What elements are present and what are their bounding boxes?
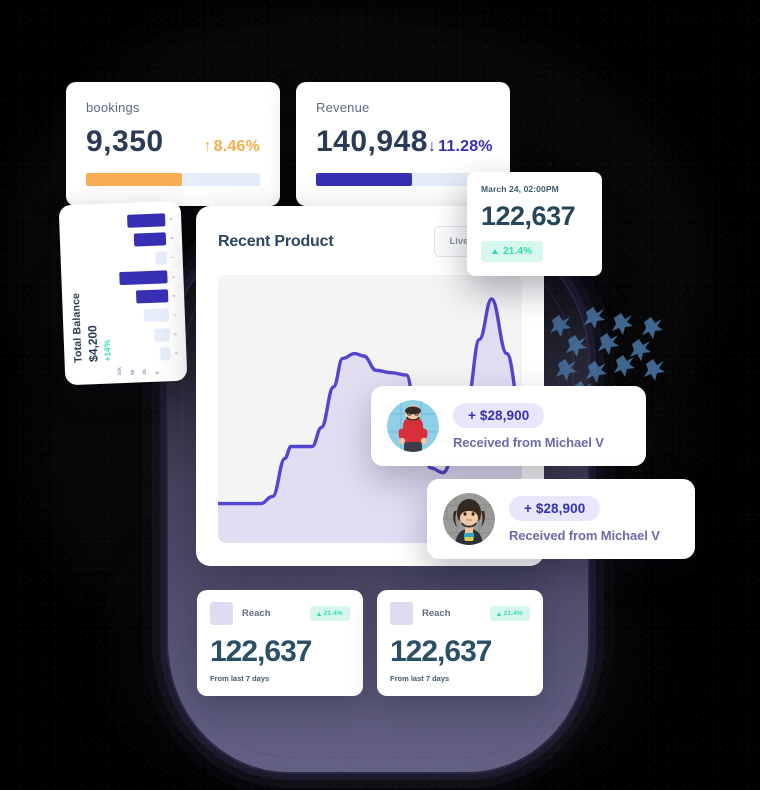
- total-balance-bar-row: c: [115, 308, 177, 323]
- chart-tooltip-card: March 24, 02:00PM 122,637 21.4%: [467, 172, 602, 276]
- arrow-up-icon: ↑: [203, 138, 212, 155]
- total-balance-bar: [135, 289, 169, 304]
- reach-square-icon: [390, 602, 413, 625]
- reach-value: 122,637: [390, 635, 492, 668]
- progress-track-bookings: [86, 173, 260, 186]
- kpi-delta-value-revenue: 11.28%: [438, 138, 493, 155]
- tooltip-badge-value: 21.4%: [503, 246, 533, 257]
- recent-product-title: Recent Product: [218, 232, 334, 250]
- total-balance-bar-row: a: [116, 346, 179, 362]
- kpi-title-bookings: bookings: [86, 100, 140, 115]
- reach-badge-value: 21.4%: [323, 610, 343, 617]
- total-balance-xaxis: 10k 4k 2k 0: [117, 362, 179, 376]
- total-balance-bar: [118, 270, 168, 286]
- reach-badge-value: 21.4%: [503, 610, 523, 617]
- kpi-delta-bookings: ↑ 8.46%: [203, 138, 260, 156]
- kpi-card-bookings[interactable]: bookings 9,350 ↑ 8.46%: [66, 82, 280, 206]
- total-balance-ytick: b: [172, 332, 178, 336]
- triangle-up-icon: [496, 611, 501, 616]
- reach-header: Reach 21.4%: [390, 602, 530, 625]
- reach-subtitle: From last 7 days: [390, 674, 450, 683]
- total-balance-bar: [126, 213, 166, 228]
- kpi-value-revenue: 140,948: [316, 125, 428, 158]
- kpi-title-revenue: Revenue: [316, 100, 370, 115]
- total-balance-legend: Total Balance $4,200 +14%: [67, 214, 113, 377]
- reach-subtitle: From last 7 days: [210, 674, 270, 683]
- total-balance-label: Total Balance: [69, 292, 85, 363]
- total-balance-barchart: h g f e d c b a 10k 4k 2k 0: [107, 211, 179, 375]
- payment-description: Received from Michael V: [509, 527, 660, 543]
- kpi-delta-revenue: ↓ 11.28%: [428, 138, 493, 156]
- payment-description: Received from Michael V: [453, 434, 604, 450]
- avatar: [443, 493, 495, 545]
- avatar: [387, 400, 439, 452]
- progress-fill-bookings: [86, 173, 182, 186]
- total-balance-ytick: g: [168, 237, 174, 240]
- total-balance-ytick: h: [168, 218, 174, 221]
- total-balance-ytick: d: [171, 294, 177, 298]
- kpi-row-bookings: 9,350 ↑ 8.46%: [86, 125, 260, 159]
- reach-label: Reach: [242, 608, 271, 619]
- reach-value: 122,637: [210, 635, 312, 668]
- reach-badge: 21.4%: [489, 606, 530, 621]
- reach-badge: 21.4%: [309, 606, 350, 621]
- reach-header: Reach 21.4%: [210, 602, 350, 625]
- total-balance-bar-row: g: [112, 232, 174, 247]
- total-balance-bars: h g f e d c b a: [111, 211, 179, 364]
- triangle-up-icon: [492, 249, 498, 254]
- total-balance-ytick: f: [169, 257, 175, 259]
- payment-notification-card[interactable]: + $28,900 Received from Michael V: [427, 479, 695, 559]
- payment-body: + $28,900 Received from Michael V: [509, 495, 660, 543]
- total-balance-xtick: 10k: [116, 366, 124, 376]
- progress-fill-revenue: [316, 173, 412, 186]
- total-balance-bar: [133, 232, 167, 247]
- total-balance-bar-row: f: [112, 251, 175, 266]
- total-balance-inner: Total Balance $4,200 +14% h g f e d c b a 10k 4k…: [67, 211, 179, 377]
- reach-metric-card[interactable]: Reach 21.4% 122,637 From last 7 days: [377, 590, 543, 696]
- total-balance-bar-row: h: [111, 213, 173, 228]
- payment-notification-card[interactable]: + $28,900 Received from Michael V: [371, 386, 646, 466]
- kpi-row-revenue: 140,948 ↓ 11.28%: [316, 125, 493, 159]
- triangle-up-icon: [316, 611, 321, 616]
- total-balance-bar: [160, 346, 171, 361]
- arrow-down-icon: ↓: [427, 138, 437, 155]
- total-balance-ytick: a: [173, 351, 179, 355]
- progress-track-revenue: [316, 173, 490, 186]
- reach-label: Reach: [422, 608, 451, 619]
- tooltip-badge: 21.4%: [481, 241, 544, 262]
- payment-body: + $28,900 Received from Michael V: [453, 402, 604, 450]
- payment-amount: + $28,900: [509, 495, 601, 521]
- total-balance-xtick: 4k: [129, 369, 136, 375]
- tooltip-date: March 24, 02:00PM: [481, 184, 559, 194]
- total-balance-bar: [154, 327, 170, 342]
- total-balance-amount: $4,200: [85, 325, 101, 363]
- payment-amount: + $28,900: [453, 402, 545, 428]
- total-balance-ytick: c: [171, 313, 177, 317]
- reach-metric-card[interactable]: Reach 21.4% 122,637 From last 7 days: [197, 590, 363, 696]
- kpi-delta-value-bookings: 8.46%: [213, 138, 260, 155]
- total-balance-card[interactable]: Total Balance $4,200 +14% h g f e d c b a 10k 4k…: [58, 200, 188, 386]
- total-balance-bar-row: d: [114, 289, 176, 304]
- total-balance-bar: [155, 251, 167, 265]
- total-balance-bar-row: b: [115, 327, 178, 343]
- total-balance-bar: [143, 308, 170, 323]
- total-balance-xtick: 0: [154, 370, 162, 374]
- total-balance-ytick: e: [170, 275, 176, 279]
- kpi-value-bookings: 9,350: [86, 125, 164, 158]
- tooltip-value: 122,637: [481, 201, 576, 231]
- total-balance-bar-row: e: [113, 270, 176, 286]
- total-balance-xtick: 2k: [142, 368, 149, 375]
- reach-square-icon: [210, 602, 233, 625]
